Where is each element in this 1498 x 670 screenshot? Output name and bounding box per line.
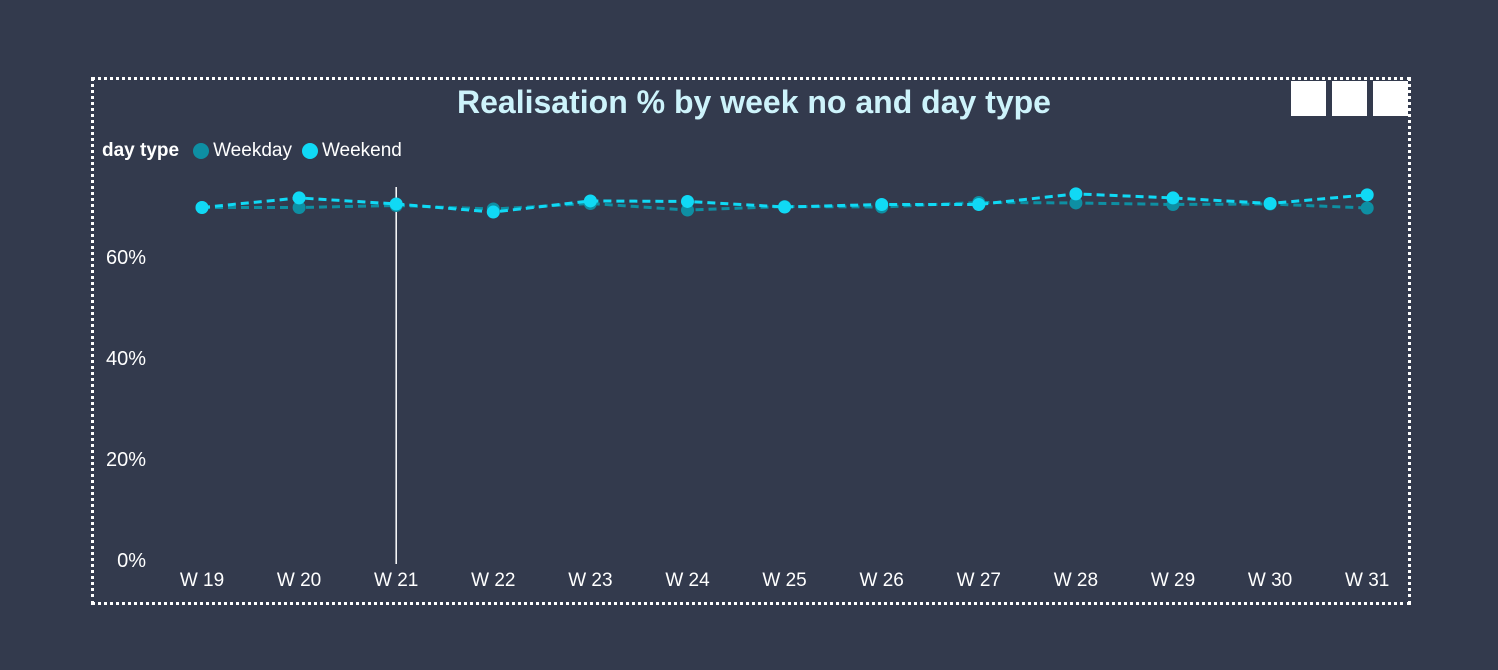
- legend-label-weekday: Weekday: [213, 140, 292, 161]
- x-tick-label: W 20: [277, 570, 321, 591]
- data-point-weekend: [1166, 191, 1180, 205]
- data-point-weekend: [1263, 196, 1277, 210]
- chart-title: Realisation % by week no and day type: [457, 84, 1051, 120]
- x-tick-label: W 26: [860, 570, 904, 591]
- x-tick-label: W 23: [568, 570, 612, 591]
- legend-title: day type: [102, 140, 180, 161]
- data-point-weekend: [292, 191, 306, 205]
- x-tick-label: W 22: [471, 570, 515, 591]
- legend-label-weekend: Weekend: [321, 140, 402, 161]
- x-tick-label: W 21: [374, 570, 418, 591]
- data-point-weekday: [292, 201, 306, 215]
- legend-marker-weekday: [193, 143, 210, 159]
- data-point-weekend: [875, 197, 889, 211]
- data-point-weekend: [389, 197, 403, 211]
- line-chart-visual[interactable]: Realisation % by week no and day type da…: [91, 77, 1411, 605]
- data-point-weekend: [195, 201, 209, 215]
- visual-header-button-3[interactable]: [1373, 81, 1408, 116]
- data-point-weekend: [583, 194, 597, 208]
- data-point-weekend: [681, 194, 694, 208]
- x-tick-label: W 25: [762, 570, 806, 591]
- chart-plot-area[interactable]: 0% 20% 40% 60% W 19 W 20 W 21 W 22 W 23 W 24 W 25 W…: [94, 80, 1408, 602]
- legend-item-weekday[interactable]: Weekday: [193, 140, 292, 162]
- y-tick-label: 40%: [106, 348, 146, 370]
- x-tick-label: W 27: [957, 570, 1001, 591]
- x-tick-label: W 30: [1248, 570, 1292, 591]
- legend-item-weekend[interactable]: Weekend: [301, 140, 402, 162]
- data-point-weekend: [1069, 187, 1083, 201]
- chart-legend: day type Weekday Weekend: [102, 140, 412, 162]
- data-point-weekend: [1360, 188, 1374, 202]
- visual-header-button-1[interactable]: [1291, 81, 1326, 116]
- x-tick-label: W 29: [1151, 570, 1195, 591]
- visual-header-button-2[interactable]: [1332, 81, 1367, 116]
- visual-header-buttons: [1291, 81, 1408, 116]
- y-tick-label: 20%: [106, 449, 146, 471]
- data-point-weekend: [486, 205, 500, 219]
- y-tick-label: 60%: [106, 247, 146, 269]
- data-point-weekday: [1069, 196, 1083, 210]
- data-point-weekday: [1360, 201, 1374, 215]
- y-tick-label: 0%: [117, 550, 146, 572]
- data-point-weekend: [972, 197, 986, 211]
- x-tick-label: W 19: [180, 570, 224, 591]
- legend-marker-weekend: [301, 143, 318, 159]
- x-tick-label: W 28: [1054, 570, 1098, 591]
- x-tick-label: W 31: [1345, 570, 1389, 591]
- data-point-weekend: [778, 200, 792, 214]
- x-tick-label: W 24: [665, 570, 710, 591]
